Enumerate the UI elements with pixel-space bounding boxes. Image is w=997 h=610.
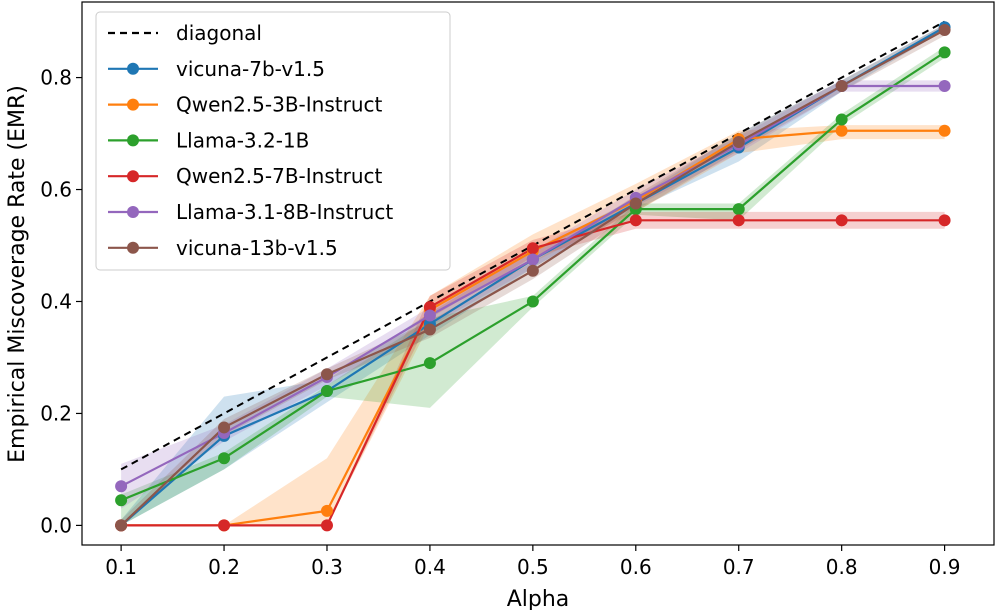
point-llama-3-2-1b [835,113,848,126]
legend: diagonal vicuna-7b-v1.5 Qwen2.5-3B-Instruc… [95,11,451,271]
legend-marker-vicuna-13b-v1-5 [127,241,139,254]
point-vicuna-13b-v1-5 [835,79,848,92]
plot-frame [81,1,995,546]
legend-label-vicuna-7b-v1-5: vicuna-7b-v1.5 [176,57,325,81]
point-vicuna-13b-v1-5 [218,421,231,434]
point-llama-3-2-1b [218,452,231,465]
point-llama-3-1-8b-instruct [423,309,436,322]
point-qwen2-5-3b-instruct [320,504,333,517]
x-tick-label: 0.7 [723,555,755,579]
y-tick-label: 0.8 [40,66,72,90]
point-llama-3-1-8b-instruct [115,480,128,493]
y-tick-label: 0.6 [40,178,72,202]
series-points [115,21,951,532]
legend-marker-llama-3-1-8b-instruct [127,206,139,218]
legend-marker-llama-3-2-1b [127,134,139,147]
point-llama-3-2-1b [732,203,745,216]
y-tick-label: 0.0 [40,513,72,537]
y-tick-label: 0.2 [40,401,72,425]
legend-label-diagonal: diagonal [176,21,262,45]
point-llama-3-2-1b [526,295,539,308]
point-qwen2-5-7b-instruct [526,242,539,255]
legend-label-llama-3-1-8b-instruct: Llama-3.1-8B-Instruct [176,200,393,224]
point-llama-3-1-8b-instruct [526,253,539,266]
x-tick-label: 0.6 [620,555,652,579]
band-llama-3-2-1b [121,46,945,526]
point-vicuna-13b-v1-5 [629,197,642,210]
legend-label-qwen2-5-3b-instruct: Qwen2.5-3B-Instruct [176,93,382,117]
point-llama-3-2-1b [938,46,951,59]
legend-label-llama-3-2-1b: Llama-3.2-1B [176,128,309,152]
legend-items: diagonal vicuna-7b-v1.5 Qwen2.5-3B-Instruc… [108,21,393,260]
legend-marker-qwen2-5-3b-instruct [127,98,139,111]
point-qwen2-5-7b-instruct [423,301,436,314]
point-qwen2-5-3b-instruct [938,124,951,137]
legend-label-vicuna-13b-v1-5: vicuna-13b-v1.5 [176,236,338,260]
point-qwen2-5-7b-instruct [938,214,951,227]
y-axis: 0.0 0.2 0.4 0.6 0.8 [40,66,82,537]
x-tick-label: 0.9 [929,555,961,579]
x-axis-title: Alpha [507,587,570,610]
point-vicuna-13b-v1-5 [526,264,539,277]
point-qwen2-5-7b-instruct [218,519,231,532]
x-tick-label: 0.3 [311,555,343,579]
point-llama-3-1-8b-instruct [938,79,951,92]
y-tick-label: 0.4 [40,289,72,313]
point-qwen2-5-3b-instruct [835,124,848,137]
point-llama-3-2-1b [423,357,436,370]
point-vicuna-13b-v1-5 [115,519,128,532]
point-vicuna-13b-v1-5 [732,135,745,148]
x-tick-label: 0.8 [826,555,858,579]
legend-label-qwen2-5-7b-instruct: Qwen2.5-7B-Instruct [176,164,382,188]
point-qwen2-5-7b-instruct [320,519,333,532]
x-tick-label: 0.4 [414,555,446,579]
x-tick-label: 0.2 [208,555,240,579]
point-qwen2-5-7b-instruct [835,214,848,227]
x-axis: 0.1 0.2 0.3 0.4 0.5 0.6 0.7 0.8 0.9 [105,545,960,579]
legend-marker-vicuna-7b-v1-5 [127,62,139,75]
point-llama-3-2-1b [115,494,128,507]
point-vicuna-13b-v1-5 [320,368,333,381]
point-qwen2-5-7b-instruct [629,214,642,227]
legend-box [95,11,451,271]
x-tick-label: 0.5 [517,555,549,579]
point-qwen2-5-7b-instruct [732,214,745,227]
legend-marker-qwen2-5-7b-instruct [127,170,139,183]
point-vicuna-13b-v1-5 [938,23,951,36]
point-llama-3-2-1b [320,385,333,398]
x-tick-label: 0.1 [105,555,137,579]
y-axis-title: Empirical Miscoverage Rate (EMR) [5,85,30,463]
point-vicuna-13b-v1-5 [423,323,436,336]
